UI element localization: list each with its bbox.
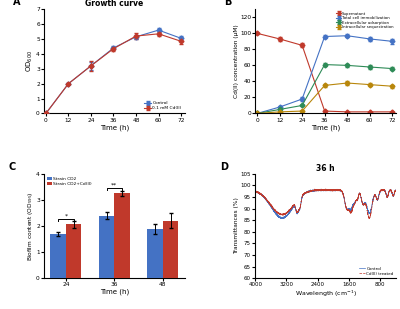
Y-axis label: Biofilm content (OD$_{595}$): Biofilm content (OD$_{595}$) <box>26 191 35 261</box>
Y-axis label: Transmittances (%): Transmittances (%) <box>234 197 239 254</box>
Legend: Control, Cd(II) treated: Control, Cd(II) treated <box>358 266 394 276</box>
Line: Cd(II) treated: Cd(II) treated <box>255 189 396 218</box>
Cd(II) treated <box>394 188 398 192</box>
Legend: Strain CD2, Strain CD2+Cd(II): Strain CD2, Strain CD2+Cd(II) <box>46 176 92 186</box>
Text: **: ** <box>111 183 118 188</box>
Control <box>377 192 382 196</box>
Y-axis label: OD$_{600}$: OD$_{600}$ <box>24 50 35 72</box>
Title: Growth curve: Growth curve <box>85 0 144 8</box>
X-axis label: Time (h): Time (h) <box>100 289 129 295</box>
Control <box>285 214 290 217</box>
Text: *: * <box>64 214 68 218</box>
Cd(II) treated <box>377 193 382 196</box>
Text: A: A <box>13 0 20 7</box>
Line: Control: Control <box>255 189 396 218</box>
X-axis label: Wavelength (cm$^{-1}$): Wavelength (cm$^{-1}$) <box>295 289 356 299</box>
Cd(II) treated <box>350 208 354 211</box>
Bar <box>147 229 163 278</box>
Cd(II) treated <box>323 187 328 191</box>
Bar <box>66 224 82 278</box>
X-axis label: Time (h): Time (h) <box>100 124 129 130</box>
Text: D: D <box>220 162 228 172</box>
Bar <box>99 216 114 278</box>
X-axis label: Time (h): Time (h) <box>311 124 340 130</box>
Text: C: C <box>9 162 16 172</box>
Title: 36 h: 36 h <box>316 164 335 173</box>
Legend: Supernatant, Total cell immobilization, Extracellular adsorption, Intracellular : Supernatant, Total cell immobilization, … <box>336 11 394 30</box>
Legend: Control, 0.1 mM Cd(II): Control, 0.1 mM Cd(II) <box>144 100 182 111</box>
Cd(II) treated <box>285 210 290 214</box>
Cd(II) treated <box>367 217 372 220</box>
Cd(II) treated <box>253 190 258 193</box>
Control <box>296 209 301 212</box>
Y-axis label: Cd(II) concentration (μM): Cd(II) concentration (μM) <box>234 24 238 98</box>
Control <box>377 192 382 196</box>
Control <box>335 187 340 191</box>
Bar <box>114 193 130 278</box>
Control <box>385 195 390 199</box>
Control <box>279 217 284 220</box>
Text: B: B <box>224 0 232 7</box>
Cd(II) treated <box>296 209 301 212</box>
Control <box>350 205 355 209</box>
Cd(II) treated <box>385 195 390 199</box>
Bar <box>163 221 178 278</box>
Control <box>253 190 258 193</box>
Control <box>394 188 398 192</box>
Cd(II) treated <box>377 193 382 196</box>
Bar <box>50 234 66 278</box>
